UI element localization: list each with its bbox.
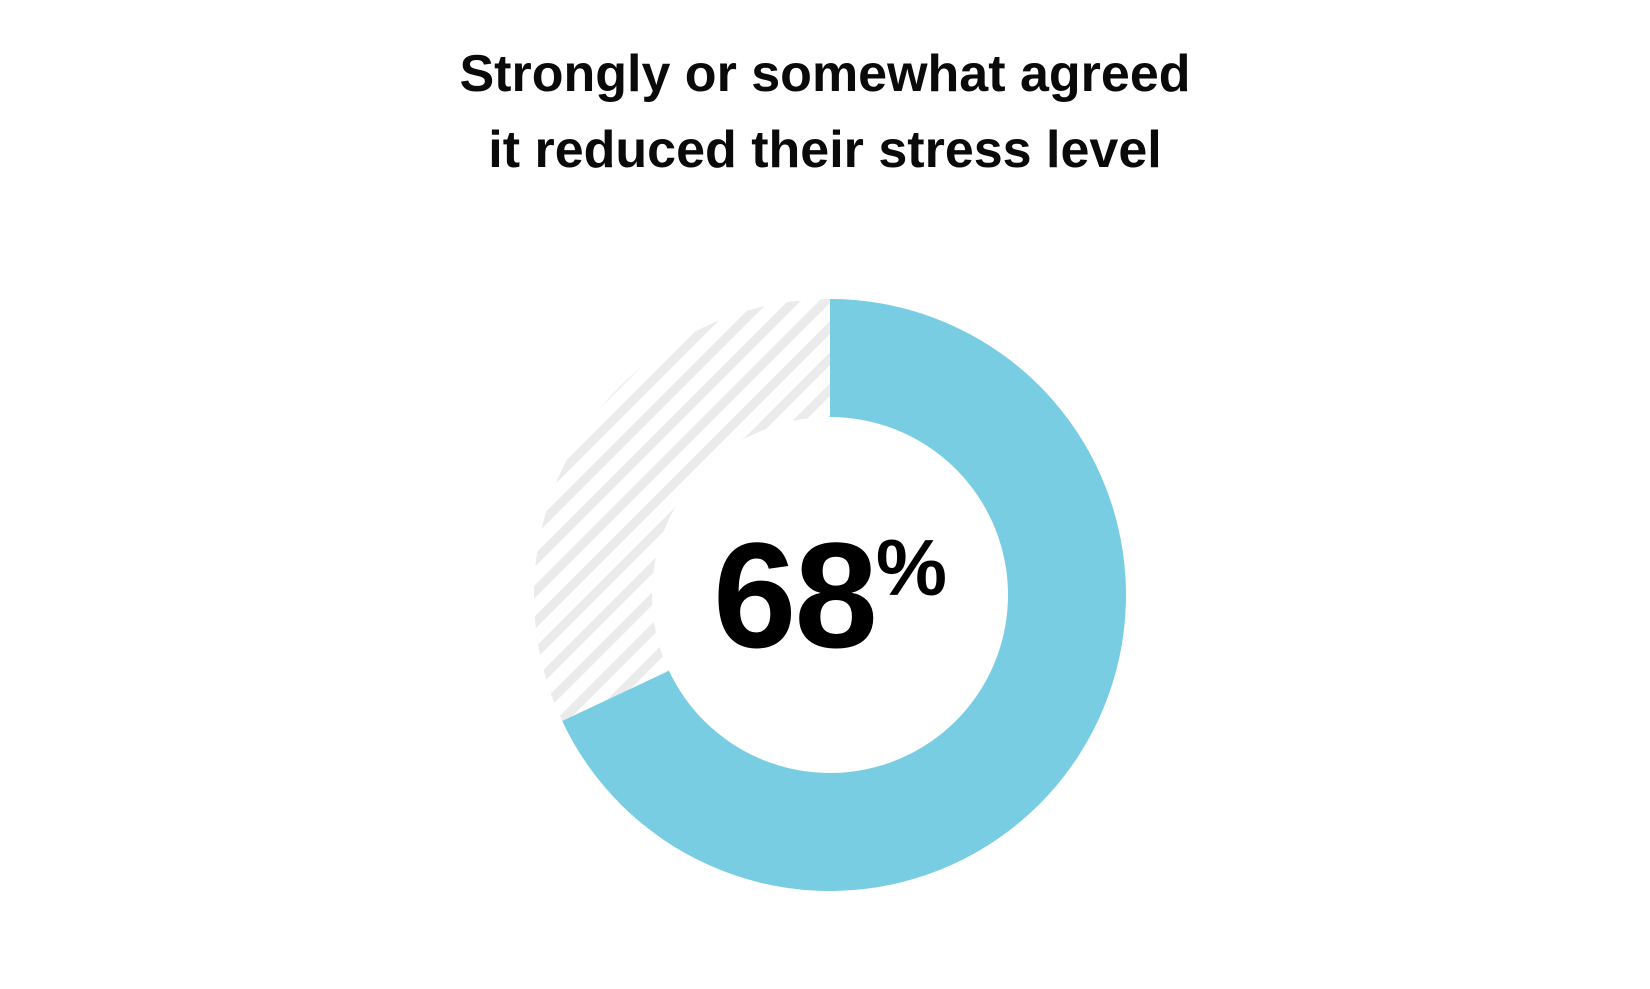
- center-percentage: 68%: [700, 520, 960, 680]
- donut-remaining-segment: [534, 299, 830, 722]
- center-value-unit: %: [875, 523, 947, 612]
- center-value-number: 68: [713, 511, 878, 679]
- chart-title: Strongly or somewhat agreed it reduced t…: [0, 36, 1650, 188]
- chart-title-line-1: Strongly or somewhat agreed: [459, 45, 1191, 103]
- chart-title-line-2: it reduced their stress level: [488, 121, 1162, 179]
- donut-value-segment: [562, 299, 1127, 891]
